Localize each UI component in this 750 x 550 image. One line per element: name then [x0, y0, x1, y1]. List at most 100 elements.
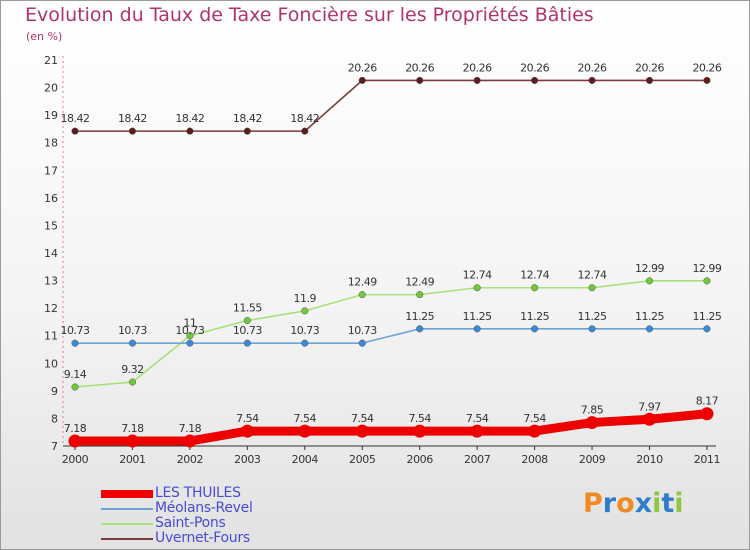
- data-point-meolans-revel: [358, 339, 366, 347]
- data-point-uvernet-fours: [416, 76, 424, 84]
- data-label-meolans-revel: 10.73: [233, 324, 262, 337]
- data-label-uvernet-fours: 20.26: [520, 61, 549, 74]
- data-point-uvernet-fours: [301, 127, 309, 135]
- data-point-uvernet-fours: [358, 76, 366, 84]
- data-point-uvernet-fours: [71, 127, 79, 135]
- x-tick-label: 2003: [234, 453, 261, 466]
- data-label-les-thuiles: 7.18: [121, 422, 144, 435]
- y-tick-label: 8: [51, 412, 58, 425]
- x-tick-label: 2002: [177, 453, 203, 466]
- data-label-saint-pons: 12.74: [578, 269, 607, 282]
- data-point-meolans-revel: [473, 325, 481, 333]
- data-label-les-thuiles: 7.97: [638, 400, 661, 413]
- logo-letter: i: [674, 488, 684, 519]
- legend-item-les-thuiles[interactable]: LES THUILES: [101, 485, 361, 501]
- data-point-saint-pons: [703, 277, 711, 285]
- logo-letter: o: [616, 488, 635, 519]
- data-label-les-thuiles: 7.54: [294, 412, 317, 425]
- data-point-meolans-revel: [128, 339, 136, 347]
- data-label-uvernet-fours: 18.42: [233, 112, 262, 125]
- legend-item-meolans-revel[interactable]: Méolans-Revel: [101, 500, 361, 516]
- data-label-uvernet-fours: 18.42: [290, 112, 319, 125]
- data-label-les-thuiles: 7.54: [408, 412, 431, 425]
- unit-label: (en %): [26, 30, 63, 43]
- x-tick-label: 2011: [694, 453, 720, 466]
- y-tick-label: 10: [44, 357, 58, 370]
- legend-swatch: [101, 538, 153, 540]
- x-tick-label: 2006: [406, 453, 433, 466]
- data-label-saint-pons: 9.14: [64, 368, 87, 381]
- x-tick-label: 2009: [579, 453, 606, 466]
- data-label-saint-pons: 12.49: [348, 276, 377, 289]
- series-line-uvernet-fours: [74, 79, 708, 132]
- y-tick-label: 19: [44, 109, 58, 122]
- data-label-uvernet-fours: 18.42: [118, 112, 147, 125]
- data-point-uvernet-fours: [473, 76, 481, 84]
- series-line-les-thuiles: [70, 409, 712, 446]
- data-point-saint-pons: [416, 291, 424, 299]
- y-tick-label: 15: [44, 219, 58, 232]
- x-tick-label: 2004: [292, 453, 319, 466]
- data-point-saint-pons: [358, 291, 366, 299]
- x-tick-label: 2000: [62, 453, 89, 466]
- y-tick-label: 11: [44, 330, 58, 343]
- data-point-les-thuiles: [528, 424, 542, 438]
- data-label-saint-pons: 12.74: [463, 269, 492, 282]
- data-label-les-thuiles: 8.17: [696, 395, 719, 408]
- data-label-saint-pons: 11.9: [294, 292, 317, 305]
- data-label-uvernet-fours: 20.26: [463, 61, 492, 74]
- data-point-uvernet-fours: [243, 127, 251, 135]
- data-label-meolans-revel: 11.25: [405, 310, 434, 323]
- data-point-saint-pons: [71, 383, 79, 391]
- data-point-saint-pons: [473, 284, 481, 292]
- logo-letter: P: [583, 488, 603, 519]
- x-tick-label: 2010: [636, 453, 663, 466]
- data-label-meolans-revel: 10.73: [290, 324, 319, 337]
- logo-letter: i: [652, 488, 662, 519]
- data-point-uvernet-fours: [588, 76, 596, 84]
- data-label-les-thuiles: 7.85: [581, 404, 604, 417]
- legend-item-uvernet-fours[interactable]: Uvernet-Fours: [101, 530, 361, 546]
- data-point-meolans-revel: [243, 339, 251, 347]
- data-point-uvernet-fours: [531, 76, 539, 84]
- data-point-meolans-revel: [703, 325, 711, 333]
- legend-swatch: [101, 523, 153, 525]
- logo-letter: r: [602, 488, 617, 519]
- y-tick-label: 14: [44, 247, 58, 260]
- x-tick-label: 2001: [119, 453, 145, 466]
- data-point-les-thuiles: [355, 424, 369, 438]
- legend-item-saint-pons[interactable]: Saint-Pons: [101, 515, 361, 531]
- data-label-uvernet-fours: 18.42: [175, 112, 204, 125]
- data-point-les-thuiles: [470, 424, 484, 438]
- data-point-saint-pons: [531, 284, 539, 292]
- logo-letter: t: [661, 488, 675, 519]
- y-tick-label: 17: [44, 164, 58, 177]
- data-point-saint-pons: [301, 307, 309, 315]
- data-point-les-thuiles: [643, 412, 656, 426]
- data-label-uvernet-fours: 20.26: [578, 61, 607, 74]
- logo-letter: x: [634, 488, 653, 519]
- data-label-meolans-revel: 11.25: [578, 310, 607, 323]
- data-point-uvernet-fours: [128, 127, 136, 135]
- data-label-saint-pons: 11: [183, 317, 196, 330]
- data-point-saint-pons: [128, 378, 136, 386]
- legend-label: Uvernet-Fours: [155, 530, 250, 546]
- data-label-uvernet-fours: 20.26: [635, 61, 664, 74]
- data-label-meolans-revel: 11.25: [463, 310, 492, 323]
- data-label-meolans-revel: 10.73: [348, 324, 377, 337]
- series-line-meolans-revel: [74, 328, 708, 344]
- data-point-uvernet-fours: [703, 76, 711, 84]
- data-point-meolans-revel: [416, 325, 424, 333]
- data-point-meolans-revel: [186, 339, 194, 347]
- data-label-les-thuiles: 7.54: [236, 412, 259, 425]
- data-label-saint-pons: 12.99: [635, 262, 664, 275]
- data-point-uvernet-fours: [645, 76, 654, 84]
- data-label-saint-pons: 12.74: [520, 269, 549, 282]
- data-point-uvernet-fours: [186, 127, 194, 135]
- x-tick-label: 2008: [521, 453, 548, 466]
- data-point-les-thuiles: [298, 424, 312, 438]
- data-point-les-thuiles: [700, 407, 714, 421]
- proxiti-logo: Proxiti: [583, 488, 684, 519]
- data-label-saint-pons: 11.55: [233, 302, 262, 315]
- data-point-meolans-revel: [71, 339, 79, 347]
